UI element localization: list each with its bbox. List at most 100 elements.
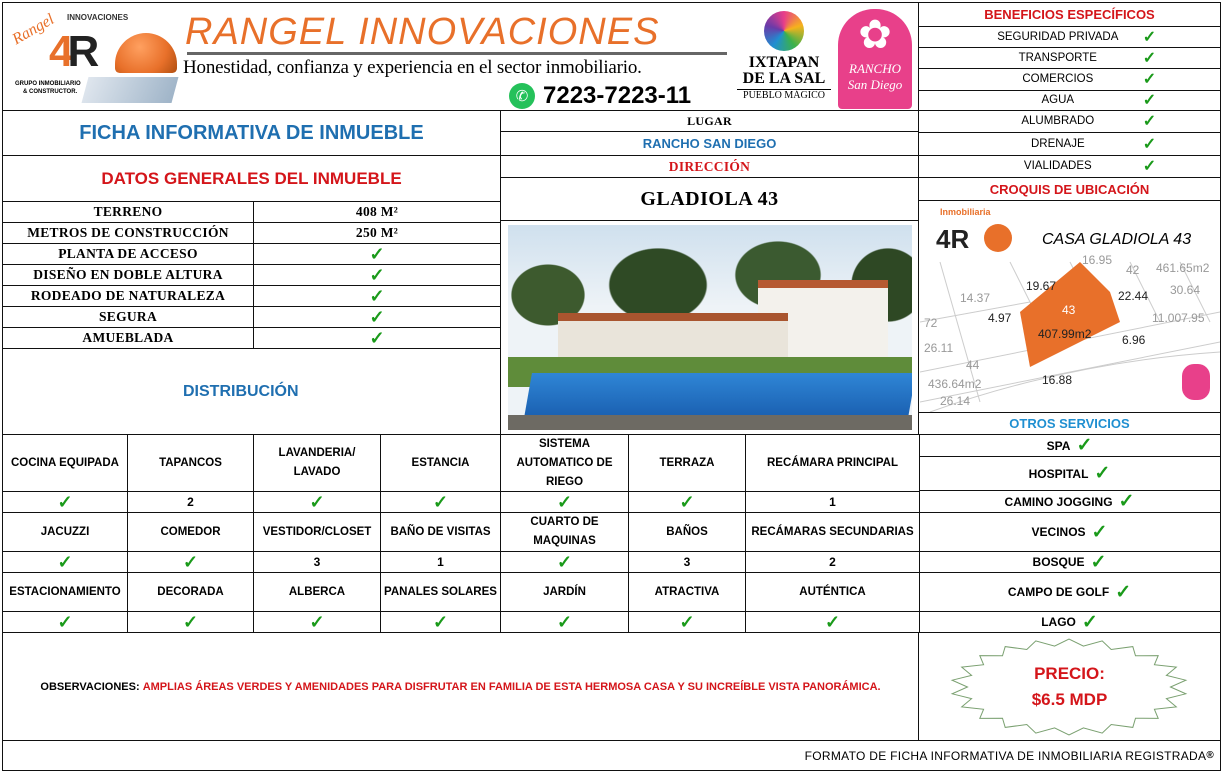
otro-servicio-row: BOSQUE ✓: [918, 551, 1221, 573]
dato-label: SEGURA: [2, 306, 254, 328]
distribucion-label: ESTACIONAMIENTO: [2, 572, 128, 612]
dato-value-check-icon: ✓: [253, 285, 501, 307]
distribucion-label: CUARTO DE MAQUINAS: [500, 512, 629, 552]
check-icon: ✓: [1142, 49, 1157, 67]
map-dim: 72: [924, 316, 938, 330]
check-icon: ✓: [1091, 521, 1108, 543]
distribucion-label: JACUZZI: [2, 512, 128, 552]
ficha-title: FICHA INFORMATIVA DE INMUEBLE: [2, 110, 501, 156]
brand-name: RANGEL INNOVACIONES: [185, 11, 660, 53]
logo-group-text: GRUPO INMOBILIARIO: [15, 81, 81, 87]
logo-constructor-text: & CONSTRUCTOR.: [23, 89, 78, 95]
map-logo-ar: 4R: [936, 224, 969, 254]
check-icon: ✓: [1081, 611, 1098, 633]
beneficio-label: DRENAJE: [1030, 137, 1085, 150]
beneficio-row: AGUA ✓: [918, 90, 1221, 111]
map-dim: 16.95: [1082, 253, 1112, 267]
lot-polygon: [1019, 261, 1120, 367]
rancho-logo-small: [1181, 363, 1210, 400]
dato-value: 408 M²: [253, 201, 501, 223]
whatsapp-icon: ✆: [509, 83, 535, 109]
deck: [508, 415, 912, 430]
beneficio-label: TRANSPORTE: [1018, 51, 1097, 64]
dato-value-check-icon: ✓: [253, 327, 501, 349]
check-icon: ✓: [1142, 71, 1157, 88]
phone-number[interactable]: 7223-7223-11: [543, 82, 692, 109]
distribucion-value-check-icon: ✓: [127, 611, 254, 633]
map-dim: 11.007.95: [1152, 311, 1205, 325]
ixtapan-logo: IXTAPAN DE LA SAL PUEBLO MÁGICO: [737, 11, 831, 109]
otros-title: OTROS SERVICIOS: [918, 412, 1221, 435]
logo-subtitle: INNOVACIONES: [67, 13, 129, 22]
rancho-san-diego-logo: ✿ RANCHO San Diego: [838, 9, 912, 109]
header-banner: Rangel INNOVACIONES 4R GRUPO INMOBILIARI…: [2, 2, 919, 111]
distribucion-label: COCINA EQUIPADA: [2, 434, 128, 492]
observaciones-cell: OBSERVACIONES: AMPLIAS ÁREAS VERDES Y AM…: [2, 632, 919, 741]
location-map: 14.37 16.95 461.65m2 30.64 436.64m2 26.1…: [918, 200, 1221, 413]
distribucion-label: VESTIDOR/CLOSET: [253, 512, 381, 552]
starburst-shape: [950, 638, 1188, 736]
distribucion-value-check-icon: ✓: [380, 611, 501, 633]
distribucion-label: TAPANCOS: [127, 434, 254, 492]
distribucion-value-check-icon: ✓: [500, 611, 629, 633]
otro-servicio-label: BOSQUE: [1032, 555, 1085, 569]
distribucion-value-check-icon: ✓: [628, 491, 746, 513]
otro-servicio-row: CAMPO DE GOLF ✓: [918, 572, 1221, 612]
check-icon: ✓: [1142, 135, 1157, 153]
distribucion-value-check-icon: ✓: [2, 611, 128, 633]
otro-servicio-label: CAMINO JOGGING: [1004, 494, 1113, 509]
distribucion-label: JARDÍN: [500, 572, 629, 612]
ixtapan-logo-line: IXTAPAN: [748, 54, 820, 71]
distribucion-value: 3: [628, 551, 746, 573]
map-dim: 436.64m2: [928, 377, 982, 391]
distribucion-value-check-icon: ✓: [745, 611, 920, 633]
distribucion-label: ESTANCIA: [380, 434, 501, 492]
footer: FORMATO DE FICHA INFORMATIVA DE INMOBILI…: [2, 740, 1221, 771]
beneficios-title: BENEFICIOS ESPECÍFICOS: [918, 2, 1221, 27]
distribucion-value-check-icon: ✓: [380, 491, 501, 513]
observaciones-text: AMPLIAS ÁREAS VERDES Y AMENIDADES PARA D…: [142, 680, 881, 693]
brand-underline: [187, 52, 727, 55]
distribucion-value: 3: [253, 551, 381, 573]
beneficio-row: TRANSPORTE ✓: [918, 47, 1221, 69]
map-title: CASA GLADIOLA 43: [1042, 231, 1191, 248]
otro-servicio-label: VECINOS: [1031, 525, 1086, 539]
map-dim: 42: [1126, 263, 1140, 277]
map-dim: 26.14: [940, 394, 970, 408]
rancho-logo-line: San Diego: [847, 77, 903, 92]
distribucion-label: ALBERCA: [253, 572, 381, 612]
direccion-label: DIRECCIÓN: [500, 155, 919, 178]
beneficio-row: SEGURIDAD PRIVADA ✓: [918, 26, 1221, 48]
direccion-value: GLADIOLA 43: [500, 177, 919, 221]
dato-label: METROS DE CONSTRUCCIÓN: [2, 222, 254, 244]
ixtapan-logo-line: PUEBLO MÁGICO: [737, 89, 831, 101]
blueprint-icon: [81, 77, 179, 103]
otro-servicio-row: CAMINO JOGGING ✓: [918, 490, 1221, 513]
company-logo: Rangel INNOVACIONES 4R GRUPO INMOBILIARI…: [9, 11, 179, 106]
dato-label: AMUEBLADA: [2, 327, 254, 349]
property-photo-cell: [500, 220, 919, 435]
map-dim: 22.44: [1118, 289, 1148, 303]
distribucion-label: TERRAZA: [628, 434, 746, 492]
distribucion-value-check-icon: ✓: [253, 611, 381, 633]
logo-ar: 4R: [49, 27, 99, 76]
distribucion-value-check-icon: ✓: [253, 491, 381, 513]
otro-servicio-label: SPA: [1046, 438, 1071, 453]
dato-value-check-icon: ✓: [253, 306, 501, 328]
distribucion-title: DISTRIBUCIÓN: [2, 348, 501, 435]
otro-servicio-label: LAGO: [1041, 615, 1076, 629]
map-lot-number: 43: [1062, 303, 1076, 317]
dato-label: RODEADO DE NATURALEZA: [2, 285, 254, 307]
map-dim: 14.37: [960, 291, 990, 305]
otro-servicio-row: LAGO ✓: [918, 611, 1221, 633]
dato-value: 250 M²: [253, 222, 501, 244]
map-area: 407.99m2: [1038, 327, 1092, 341]
price-value: $6.5 MDP: [1031, 689, 1108, 709]
observaciones-label: OBSERVACIONES:: [40, 680, 140, 693]
distribucion-value-check-icon: ✓: [2, 551, 128, 573]
footer-text: FORMATO DE FICHA INFORMATIVA DE INMOBILI…: [804, 748, 1207, 763]
check-icon: ✓: [1076, 435, 1093, 456]
dato-value-check-icon: ✓: [253, 264, 501, 286]
map-dim: 26.11: [924, 341, 953, 355]
helmet-icon: [115, 33, 177, 73]
